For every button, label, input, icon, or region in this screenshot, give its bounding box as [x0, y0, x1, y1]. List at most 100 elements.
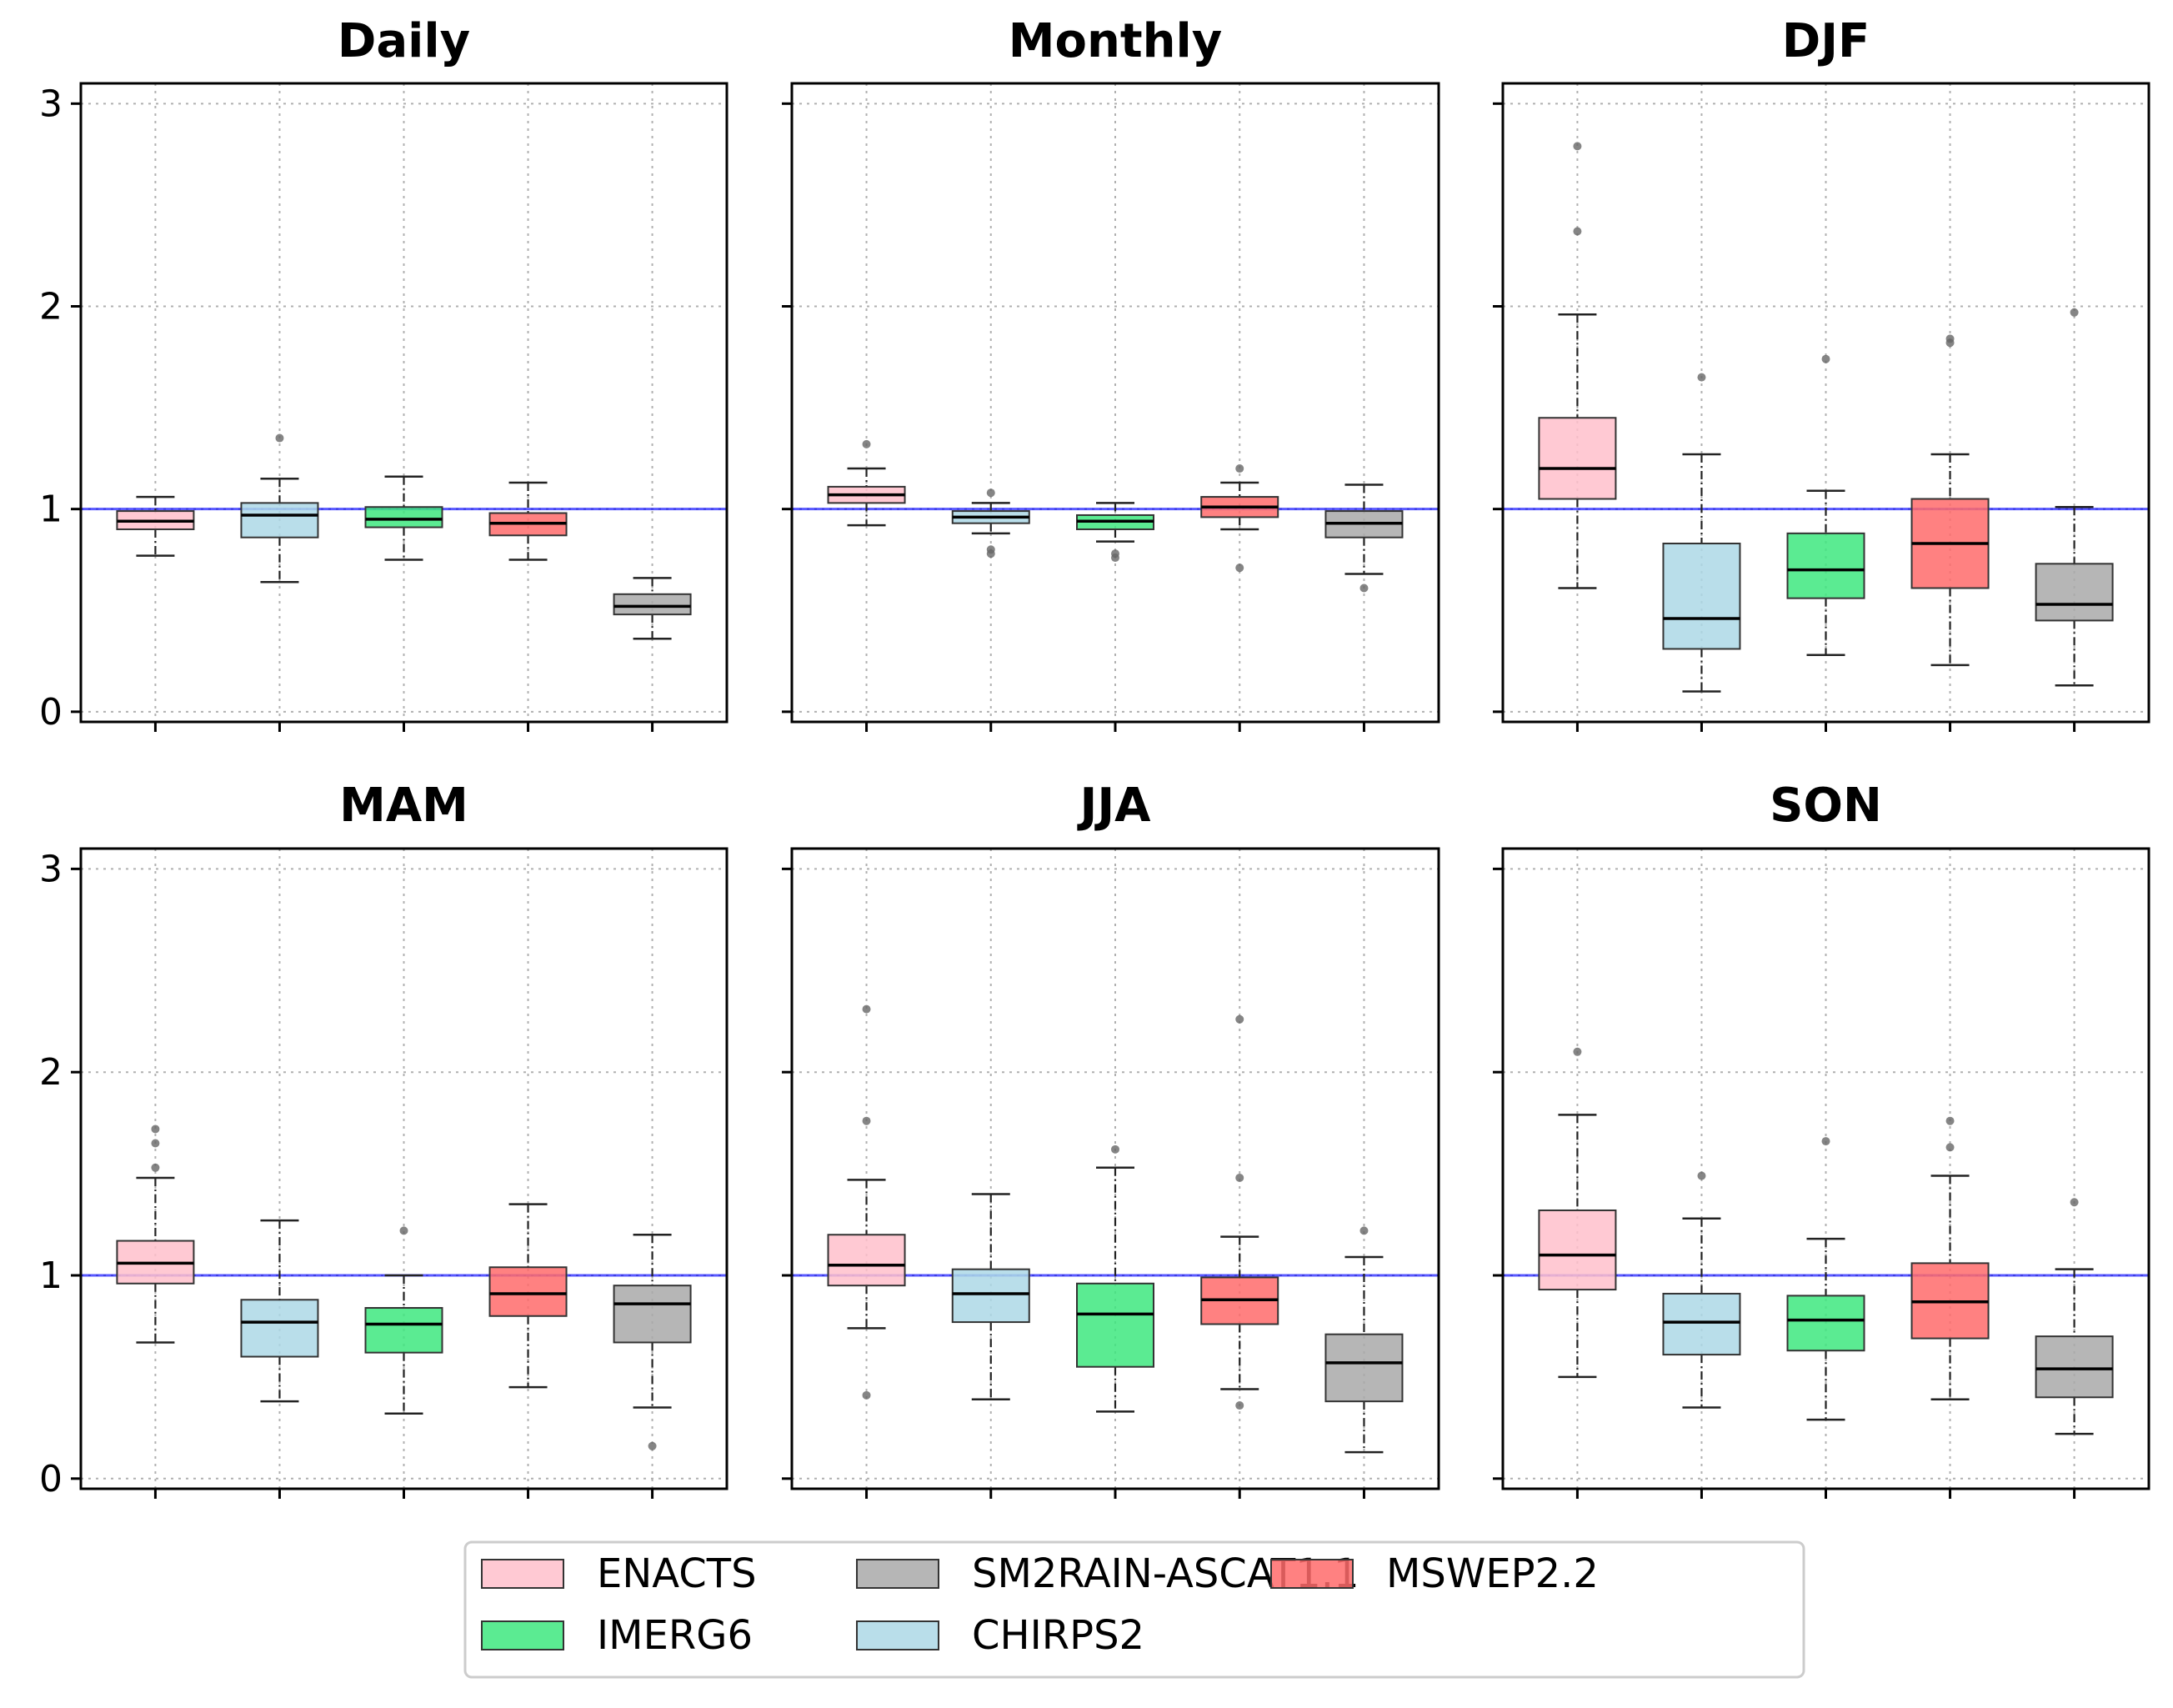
box-body — [240, 1299, 319, 1358]
legend-swatch — [481, 1620, 564, 1650]
panel-title: DJF — [1782, 14, 1870, 68]
y-tick-label-3: 3 — [39, 83, 63, 125]
flier-point-1 — [151, 1139, 160, 1148]
box-body — [1662, 543, 1741, 650]
flier-point-1 — [862, 1004, 871, 1014]
box-jja-sm2rain-ascat1-1 — [1324, 1226, 1404, 1454]
flier-point-0 — [1235, 464, 1244, 473]
flier-point-0 — [862, 439, 871, 448]
flier-point-2 — [986, 549, 995, 558]
flier-point-2 — [1235, 1401, 1244, 1410]
legend-entry-imerg6: IMERG6 — [481, 1612, 753, 1659]
legend-swatch — [481, 1559, 564, 1589]
box-body — [1662, 1292, 1741, 1356]
box-son-mswep2-2 — [1910, 1116, 1990, 1400]
box-mam-mswep2-2 — [488, 1203, 568, 1389]
flier-point-0 — [2070, 1198, 2079, 1207]
flier-point-0 — [862, 1116, 871, 1125]
panel-daily: 0 1 2 3 Daily — [39, 14, 729, 734]
flier-point-0 — [1359, 584, 1369, 593]
panel-monthly: Monthly — [782, 14, 1440, 732]
flier-point-0 — [399, 1226, 408, 1235]
box-son-enacts — [1538, 1047, 1617, 1379]
flier-point-0 — [1697, 373, 1706, 382]
legend-label: IMERG6 — [597, 1612, 753, 1659]
panel-title: SON — [1770, 779, 1882, 833]
box-daily-mswep2-2 — [488, 481, 568, 561]
y-tick-label-2: 2 — [39, 285, 63, 328]
flier-point-0 — [275, 433, 284, 443]
box-mam-enacts — [116, 1124, 195, 1344]
legend-swatch — [1270, 1559, 1354, 1589]
box-body — [613, 593, 692, 616]
box-body — [488, 1266, 568, 1317]
panel-title: Daily — [338, 14, 470, 68]
legend-swatch — [856, 1620, 939, 1650]
panel-djf: DJF — [1493, 14, 2150, 732]
flier-point-0 — [1945, 1143, 1955, 1152]
flier-point-0 — [648, 1441, 657, 1450]
box-mam-imerg6 — [364, 1226, 443, 1415]
box-body — [1538, 1209, 1617, 1291]
legend-label: ENACTS — [597, 1550, 757, 1597]
panel-title: Monthly — [1009, 14, 1222, 68]
panel-title: JJA — [1076, 779, 1151, 833]
box-jja-imerg6 — [1076, 1145, 1154, 1413]
box-monthly-mswep2-2 — [1200, 464, 1279, 573]
flier-point-2 — [151, 1124, 160, 1134]
box-daily-imerg6 — [364, 475, 443, 561]
legend-label: CHIRPS2 — [972, 1612, 1144, 1659]
legend-swatch — [856, 1559, 939, 1589]
box-djf-sm2rain-ascat1-1 — [2035, 308, 2114, 687]
box-monthly-enacts — [827, 439, 906, 527]
flier-point-0 — [1821, 1137, 1830, 1146]
legend-entry-enacts: ENACTS — [481, 1550, 757, 1597]
flier-point-1 — [1945, 1116, 1955, 1125]
panels-group: 0 1 2 3 Daily Monthly DJF 0 1 2 3 MAM JJA SON — [39, 14, 2150, 1500]
panel-jja: JJA — [782, 779, 1440, 1499]
flier-point-0 — [1697, 1171, 1706, 1180]
y-tick-label-1: 1 — [39, 1255, 63, 1297]
plot-area — [1503, 83, 2149, 722]
box-djf-mswep2-2 — [1910, 334, 1990, 667]
box-body — [1076, 1282, 1154, 1368]
box-body — [613, 1285, 692, 1344]
flier-point-1 — [1573, 142, 1582, 151]
box-body — [1538, 417, 1617, 500]
box-body — [1786, 532, 1865, 599]
plot-area — [81, 83, 727, 722]
box-body — [1786, 1295, 1865, 1352]
box-jja-chirps2 — [951, 1193, 1030, 1400]
box-body — [240, 502, 319, 538]
flier-point-1 — [1235, 563, 1244, 573]
box-djf-chirps2 — [1662, 373, 1741, 693]
box-body — [1324, 1333, 1404, 1403]
flier-point-0 — [1821, 354, 1830, 363]
box-body — [2035, 563, 2114, 622]
y-tick-label-0: 0 — [39, 691, 63, 734]
box-body — [364, 1307, 443, 1354]
flier-point-1 — [1235, 1014, 1244, 1024]
box-mam-chirps2 — [240, 1219, 319, 1403]
legend-label: MSWEP2.2 — [1386, 1550, 1599, 1597]
y-tick-label-2: 2 — [39, 1051, 63, 1094]
y-tick-label-1: 1 — [39, 488, 63, 531]
box-body — [2035, 1335, 2114, 1399]
box-daily-sm2rain-ascat1-1 — [613, 577, 692, 640]
box-body — [951, 1268, 1030, 1324]
flier-point-0 — [1235, 1173, 1244, 1182]
box-daily-chirps2 — [240, 433, 319, 584]
flier-point-2 — [862, 1390, 871, 1400]
box-monthly-imerg6 — [1076, 502, 1154, 563]
box-djf-imerg6 — [1786, 354, 1865, 657]
flier-point-0 — [1111, 1145, 1119, 1154]
box-mam-sm2rain-ascat1-1 — [613, 1233, 692, 1450]
legend-entry-chirps2: CHIRPS2 — [856, 1612, 1144, 1659]
box-son-imerg6 — [1786, 1137, 1865, 1421]
box-djf-enacts — [1538, 142, 1617, 589]
y-tick-label-0: 0 — [39, 1458, 63, 1500]
panel-title: MAM — [339, 779, 468, 833]
box-son-sm2rain-ascat1-1 — [2035, 1198, 2114, 1435]
flier-point-1 — [1111, 553, 1119, 563]
